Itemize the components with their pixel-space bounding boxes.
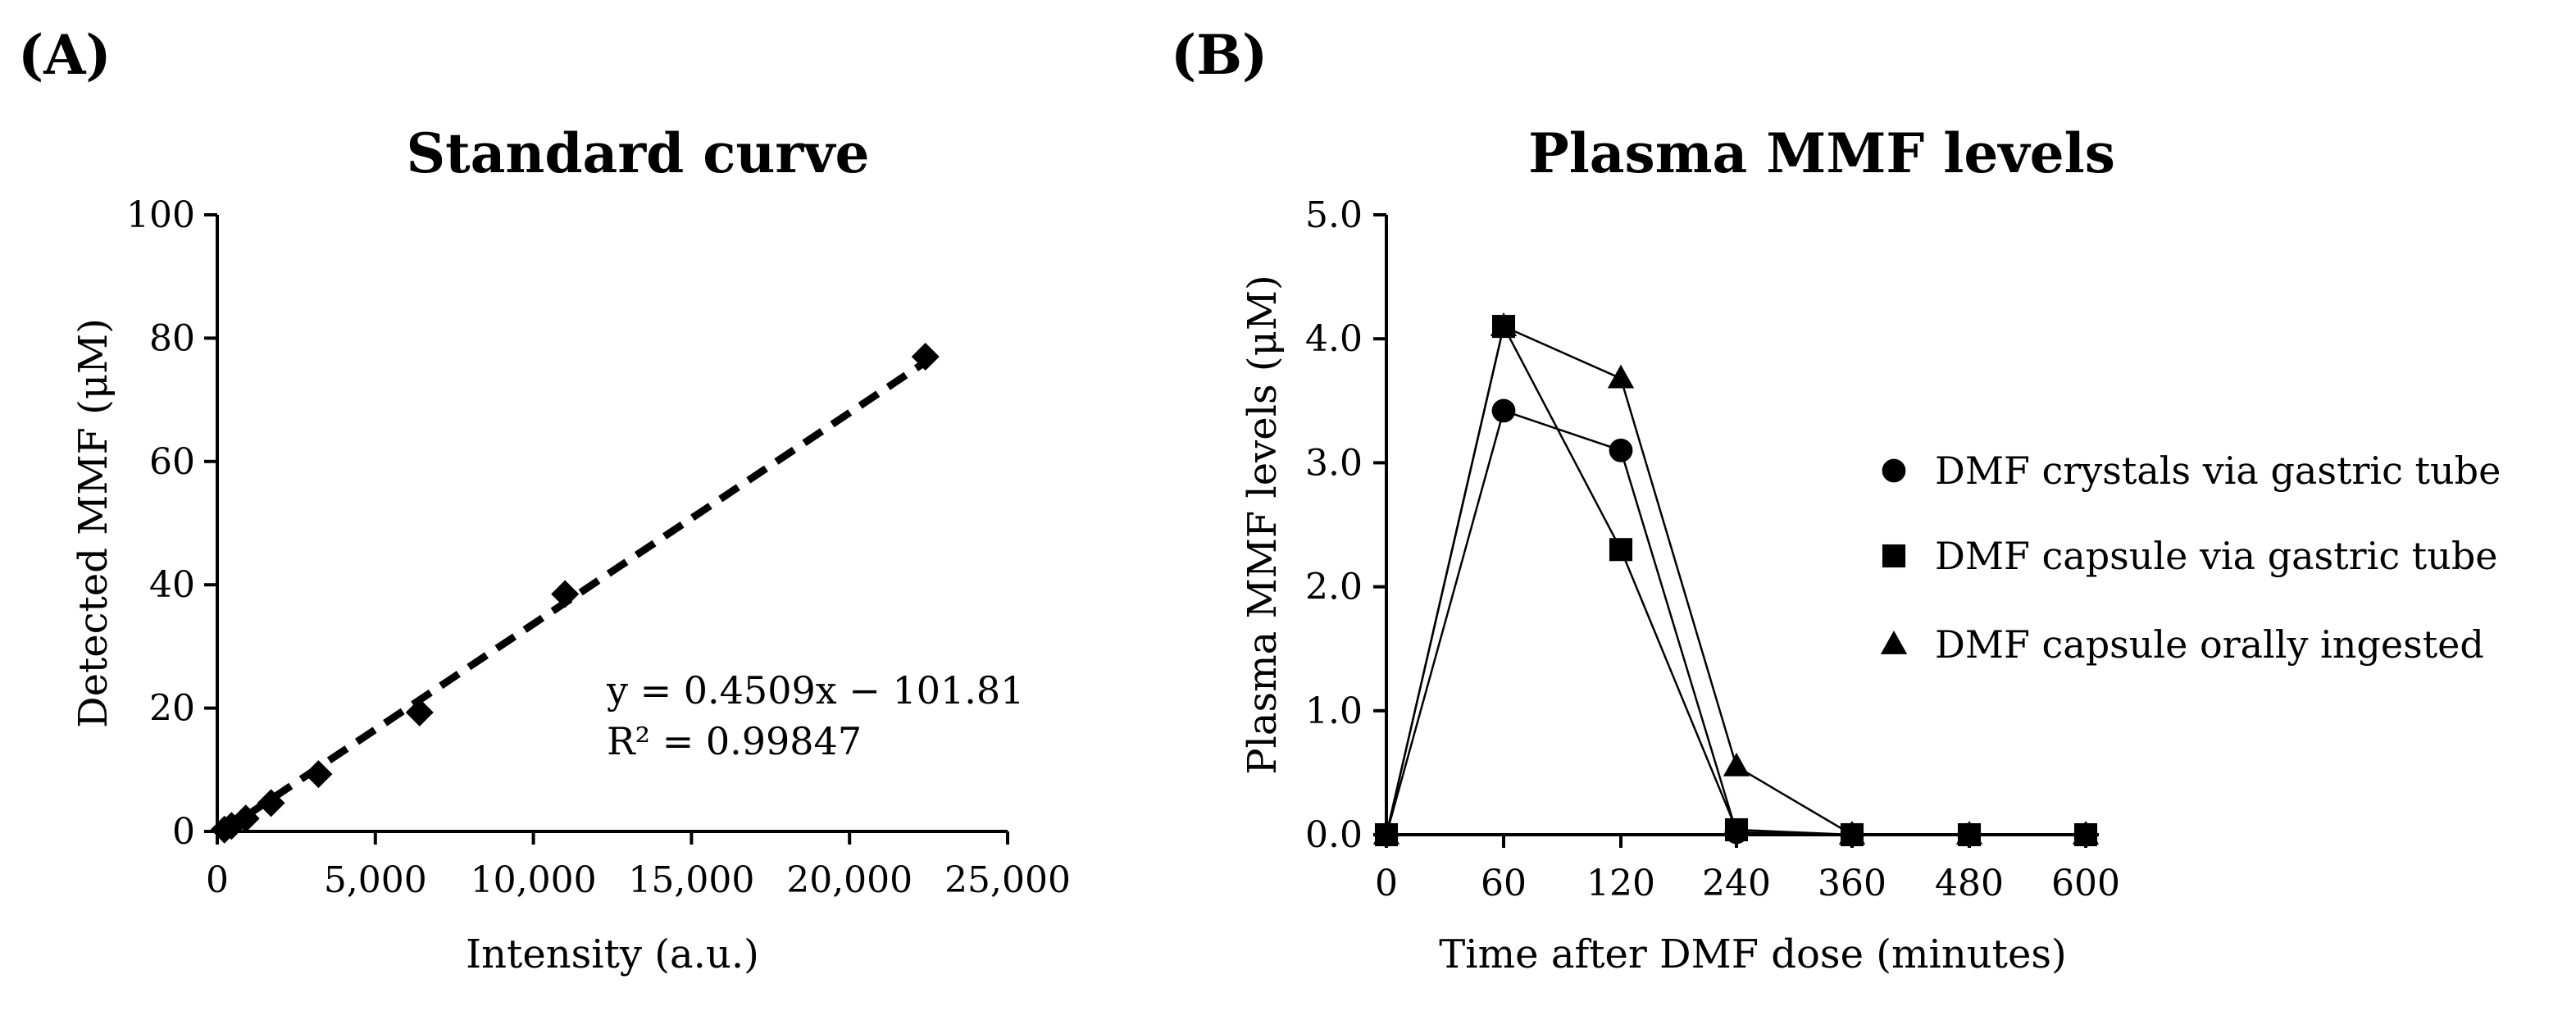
- panel-b-x-tick-label: 0: [1375, 863, 1398, 904]
- panel-a-x-tick-label: 25,000: [944, 859, 1071, 901]
- panel-b-x-tick-label: 360: [1818, 863, 1886, 904]
- panel-b-data-point-triangle: [1838, 821, 1866, 845]
- panel-a-data-point: [911, 342, 940, 371]
- panel-a-data-point: [257, 789, 285, 817]
- panel-b-data-point-triangle: [2072, 821, 2100, 845]
- panel-a-r-squared: R² = 0.99847: [607, 719, 862, 763]
- panel-a-x-tick-label: 10,000: [471, 859, 597, 901]
- panel-a-y-tick-label: 80: [149, 317, 195, 359]
- panel-b-y-tick-label: 3.0: [1305, 442, 1363, 484]
- panel-a-y-tick-label: 100: [126, 194, 195, 236]
- panel-a: (A) Standard curve 0 20 40 60 80 100 0 5,000 10…: [18, 23, 1071, 977]
- panel-a-x-tick-label: 0: [206, 859, 229, 901]
- legend-marker-circle: [1882, 458, 1906, 483]
- panel-a-data-points: [210, 342, 940, 844]
- panel-b-y-tick-label: 1.0: [1305, 690, 1363, 732]
- panel-a-x-ticks: 0 5,000 10,000 15,000 20,000 25,000: [206, 831, 1071, 901]
- panel-a-equation: y = 0.4509x − 101.81: [606, 668, 1024, 713]
- panel-b-x-tick-label: 480: [1935, 863, 2004, 904]
- legend-label: DMF crystals via gastric tube: [1935, 449, 2501, 493]
- panel-a-data-point: [551, 580, 580, 608]
- panel-b-x-tick-label: 120: [1586, 863, 1655, 904]
- panel-b-data-point-triangle: [1372, 821, 1400, 845]
- panel-b-data-point-triangle: [1955, 821, 1983, 845]
- panel-a-y-tick-label: 60: [149, 441, 195, 483]
- panel-b-data-point-triangle: [1723, 752, 1750, 776]
- panel-b-data-point-circle: [1609, 438, 1633, 462]
- legend-marker-square: [1882, 544, 1906, 568]
- panel-a-y-tick-label: 0: [172, 811, 195, 853]
- panel-b-data-point-square: [1724, 817, 1749, 841]
- panel-a-title: Standard curve: [407, 121, 870, 185]
- panel-b-x-tick-label: 60: [1481, 863, 1527, 904]
- panel-b-data-point-triangle: [1607, 364, 1635, 389]
- panel-a-label: (A): [18, 23, 112, 87]
- panel-a-data-point: [304, 760, 333, 789]
- panel-a-fit-line: [215, 354, 934, 839]
- panel-b-y-tick-label: 4.0: [1305, 318, 1363, 360]
- panel-a-data-point: [405, 698, 434, 726]
- panel-b-x-tick-label: 600: [2051, 863, 2120, 904]
- panel-b-y-tick-label: 0.0: [1305, 814, 1363, 856]
- panel-b-data-points: [1372, 312, 2100, 847]
- panel-a-y-ticks: 0 20 40 60 80 100: [126, 194, 217, 853]
- panel-b-title: Plasma MMF levels: [1528, 121, 2115, 185]
- panel-a-x-tick-label: 5,000: [324, 859, 427, 901]
- panel-b-data-point-circle: [1491, 398, 1516, 423]
- panel-b-data-point-square: [1609, 538, 1633, 562]
- panel-b-y-ticks: 0.0 1.0 2.0 3.0 4.0 5.0: [1305, 194, 1386, 856]
- legend-marker-triangle: [1880, 631, 1908, 654]
- panel-a-y-tick-label: 20: [149, 688, 195, 730]
- panel-b-x-tick-label: 240: [1702, 863, 1771, 904]
- panel-b: (B) Plasma MMF levels 0.0 1.0 2.0 3.0 4.0 5.0…: [1171, 23, 2501, 977]
- panel-a-x-tick-label: 15,000: [628, 859, 754, 901]
- panel-a-y-tick-label: 40: [149, 564, 195, 606]
- panel-a-x-axis-title: Intensity (a.u.): [466, 931, 759, 977]
- panel-a-y-axis-title: Detected MMF (μM): [71, 318, 116, 728]
- panel-b-y-tick-label: 2.0: [1305, 567, 1363, 608]
- legend-label: DMF capsule orally ingested: [1935, 622, 2484, 667]
- panel-b-x-axis-title: Time after DMF dose (minutes): [1439, 931, 2066, 977]
- panel-a-x-tick-label: 20,000: [786, 859, 913, 901]
- panel-a-data-point: [231, 804, 260, 833]
- legend-label: DMF capsule via gastric tube: [1935, 534, 2498, 578]
- panel-b-label: (B): [1171, 23, 1268, 87]
- panel-b-data-point-triangle: [1490, 312, 1518, 336]
- panel-b-legend: DMF crystals via gastric tube DMF capsule…: [1880, 449, 2501, 667]
- panel-b-y-axis-title: Plasma MMF levels (μM): [1240, 275, 1286, 774]
- panel-b-y-tick-label: 5.0: [1305, 194, 1363, 236]
- panel-b-x-ticks: 0 60 120 240 360 480 600: [1375, 835, 2120, 904]
